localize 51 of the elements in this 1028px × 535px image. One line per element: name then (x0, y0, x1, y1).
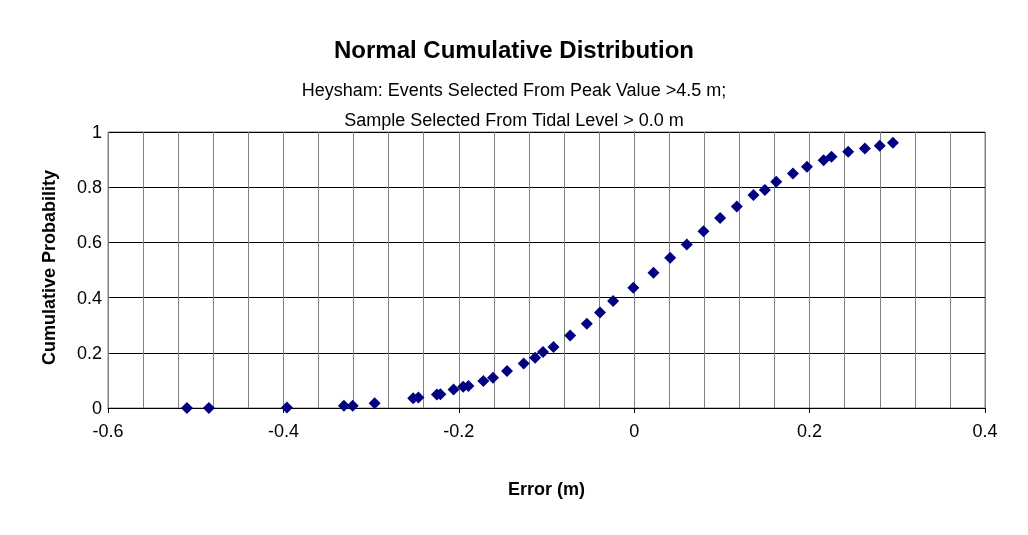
point (664, 251, 677, 264)
point (758, 183, 771, 196)
point (529, 351, 542, 364)
y-tick-label: 0.8 (76, 177, 102, 198)
point (180, 402, 193, 414)
point (680, 238, 693, 251)
point (564, 329, 577, 342)
point (447, 383, 460, 396)
point (817, 154, 830, 167)
point (580, 317, 593, 330)
point (477, 374, 490, 387)
point (886, 136, 899, 149)
point (517, 357, 530, 370)
point (536, 345, 549, 358)
x-tick-label: 0.4 (972, 421, 998, 441)
point (607, 294, 620, 307)
x-tick-label: 0.2 (797, 421, 823, 441)
point (858, 142, 871, 155)
point (368, 397, 381, 410)
x-tick-label: -0.6 (92, 421, 124, 441)
point (730, 200, 743, 213)
point (842, 145, 855, 158)
point (280, 401, 293, 414)
point (800, 160, 813, 173)
x-tick-label: -0.4 (267, 421, 299, 441)
point (825, 150, 838, 163)
y-tick-label: 0 (91, 398, 102, 418)
point (747, 188, 760, 201)
point (627, 281, 640, 294)
y-tick-label: 0.4 (76, 287, 102, 308)
point (786, 167, 799, 180)
y-tick-label: 1 (91, 122, 102, 142)
y-tick-label: 0.6 (76, 232, 102, 253)
y-tick-label: 0.2 (76, 342, 102, 363)
point (714, 212, 727, 225)
x-tick-label: 0 (629, 421, 640, 441)
chart-subtitle: Heysham: Events Selected From Peak Value >4.5 m; Sample Selected From Tidal Level > 0.0 m (301, 80, 727, 130)
point (547, 341, 560, 353)
point (873, 139, 886, 152)
point (202, 402, 215, 414)
point (770, 175, 783, 188)
point (647, 266, 660, 279)
point (337, 399, 350, 412)
point (487, 371, 499, 384)
chart-title: Normal Cumulative Distribution (333, 35, 695, 63)
point (501, 365, 514, 378)
point (697, 225, 710, 238)
point (594, 306, 606, 319)
y-axis-title: Cumulative Probability (39, 169, 59, 366)
x-axis-title: Error (m) (507, 479, 586, 499)
x-tick-label: -0.2 (443, 421, 475, 441)
